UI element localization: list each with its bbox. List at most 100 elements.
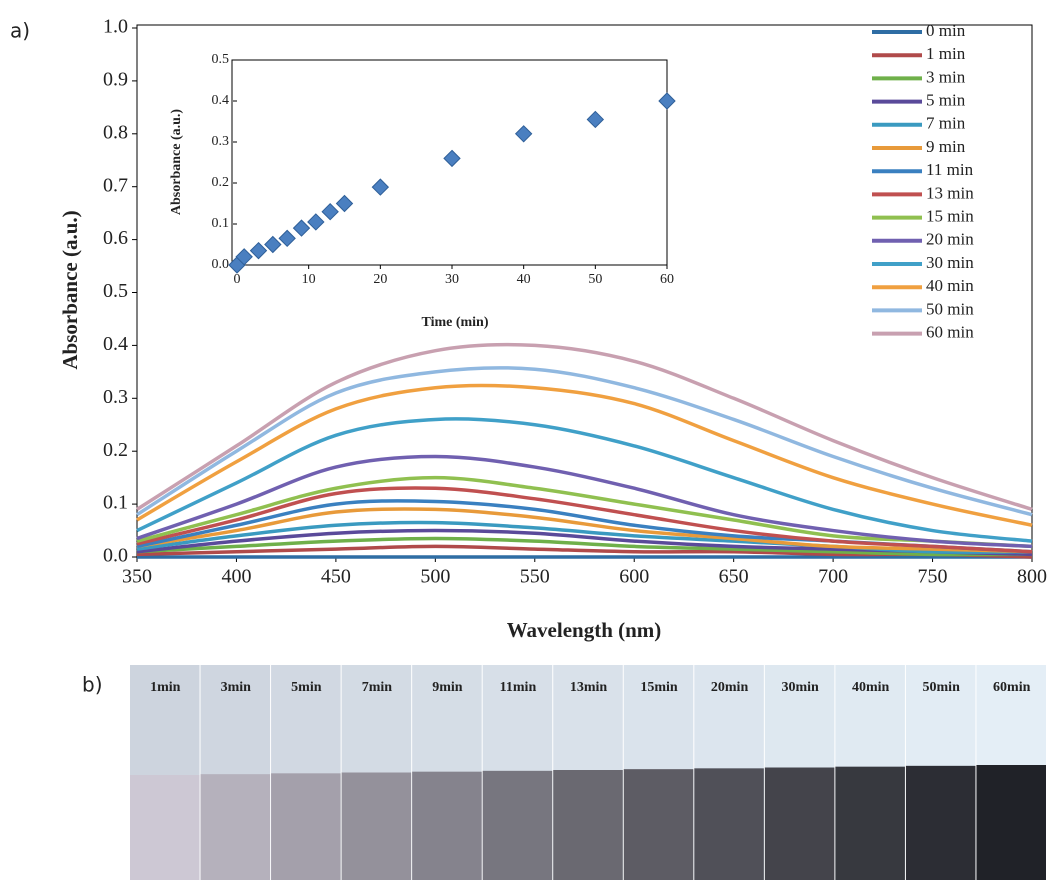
x-tick-label: 60 xyxy=(660,272,674,287)
y-axis-label: Absorbance (a.u.) xyxy=(58,210,82,369)
cuvette-label: 9min xyxy=(432,680,463,695)
spectrum-line xyxy=(136,486,1033,554)
cuvette-label: 5min xyxy=(291,680,322,695)
y-tick-label: 1.0 xyxy=(103,16,128,38)
legend-label: 15 min xyxy=(926,207,974,226)
cuvette-liquid xyxy=(764,767,835,880)
cuvette-liquid xyxy=(200,774,271,880)
data-point xyxy=(249,241,268,260)
data-point xyxy=(235,248,253,266)
data-point xyxy=(658,92,676,110)
legend-label: 50 min xyxy=(926,299,974,318)
cuvette-liquid xyxy=(341,772,412,880)
spectrum-line xyxy=(136,507,1033,554)
cuvette-label: 20min xyxy=(711,680,749,695)
legend-label: 11 min xyxy=(926,160,974,179)
inset-x-label: Time (min) xyxy=(421,315,488,330)
x-tick-label: 700 xyxy=(818,566,848,588)
legend-label: 5 min xyxy=(926,91,966,110)
x-tick-label: 10 xyxy=(302,272,316,287)
x-tick-label: 600 xyxy=(619,566,649,588)
cuvette-label: 1min xyxy=(150,680,181,695)
x-tick-label: 20 xyxy=(373,272,387,287)
data-point xyxy=(514,125,533,143)
x-tick-label: 450 xyxy=(321,566,351,588)
y-tick-label: 0.4 xyxy=(212,93,230,108)
data-point xyxy=(307,213,325,231)
cuvette-liquid xyxy=(835,766,905,880)
spectrum-line xyxy=(136,475,1033,549)
legend-label: 9 min xyxy=(926,137,966,156)
spectrum-line xyxy=(136,536,1033,557)
spectrum-line xyxy=(136,366,1033,517)
cuvette-label: 11min xyxy=(500,680,537,695)
cuvette-label: 60min xyxy=(993,680,1031,695)
legend-label: 60 min xyxy=(926,323,974,342)
legend-label: 1 min xyxy=(926,44,966,63)
x-axis-label: Wavelength (nm) xyxy=(507,618,662,642)
x-tick-label: 30 xyxy=(445,272,459,287)
y-tick-label: 0.5 xyxy=(103,280,128,302)
y-tick-label: 0.9 xyxy=(103,68,128,90)
x-tick-label: 40 xyxy=(517,272,531,287)
y-tick-label: 0.0 xyxy=(103,545,128,567)
cuvette-liquid xyxy=(271,773,341,880)
legend-label: 3 min xyxy=(926,67,966,86)
cuvette-label: 7min xyxy=(362,680,393,695)
x-tick-label: 400 xyxy=(221,566,251,588)
spectrum-line xyxy=(136,454,1033,549)
data-point xyxy=(371,178,390,196)
legend-label: 40 min xyxy=(926,276,974,295)
panel-label: b) xyxy=(82,673,103,697)
y-tick-label: 0.4 xyxy=(103,333,128,355)
spectrum-line xyxy=(136,383,1033,527)
y-tick-label: 0.3 xyxy=(212,134,230,149)
inset-frame xyxy=(231,59,668,266)
x-tick-label: 0 xyxy=(234,272,241,287)
y-tick-label: 0.6 xyxy=(103,227,128,249)
cuvette-label: 3min xyxy=(221,680,252,695)
inset-y-label: Absorbance (a.u.) xyxy=(169,109,184,216)
legend-label: 0 min xyxy=(926,21,966,40)
data-point xyxy=(264,235,282,254)
cuvette-liquid xyxy=(482,770,553,880)
spectrum-line xyxy=(136,417,1033,543)
y-tick-label: 0.1 xyxy=(103,492,128,514)
panel-label: a) xyxy=(10,19,30,43)
legend-label: 30 min xyxy=(926,253,974,272)
y-tick-label: 0.8 xyxy=(103,121,128,143)
x-tick-label: 800 xyxy=(1017,566,1047,588)
spectrum-line xyxy=(136,342,1033,512)
y-tick-label: 0.2 xyxy=(212,175,230,190)
cuvette-liquid xyxy=(976,765,1046,880)
data-point xyxy=(586,110,605,129)
legend-label: 20 min xyxy=(926,230,974,249)
y-tick-label: 0.2 xyxy=(103,439,128,461)
data-point xyxy=(335,194,354,213)
cuvette-label: 40min xyxy=(852,680,890,695)
data-point xyxy=(292,219,311,237)
data-point xyxy=(321,202,339,221)
cuvette-label: 13min xyxy=(570,680,608,695)
y-tick-label: 0.1 xyxy=(212,216,230,231)
cuvette-liquid xyxy=(623,769,694,880)
cuvette-liquid xyxy=(412,771,482,880)
x-tick-label: 50 xyxy=(588,272,602,287)
cuvette-liquid xyxy=(694,768,764,880)
y-tick-label: 0.0 xyxy=(212,257,230,272)
y-tick-label: 0.7 xyxy=(103,174,128,196)
legend-label: 7 min xyxy=(926,114,966,133)
data-point xyxy=(278,229,296,248)
cuvette-label: 15min xyxy=(640,680,678,695)
cuvette-label: 50min xyxy=(923,680,961,695)
x-tick-label: 750 xyxy=(918,566,948,588)
cuvette-liquid xyxy=(553,770,623,880)
legend-label: 13 min xyxy=(926,183,974,202)
x-tick-label: 650 xyxy=(719,566,749,588)
cuvette-label: 30min xyxy=(781,680,819,695)
cuvette-liquid xyxy=(905,765,976,880)
y-tick-label: 0.5 xyxy=(212,52,230,67)
data-point xyxy=(443,149,461,168)
y-tick-label: 0.3 xyxy=(103,386,128,408)
